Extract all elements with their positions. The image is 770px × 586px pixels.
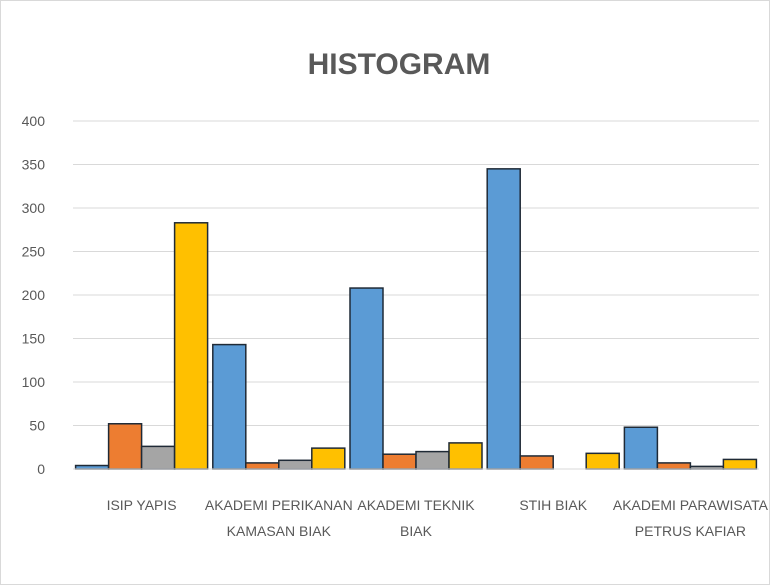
bar-series-2	[656, 462, 692, 470]
bars	[74, 168, 758, 470]
y-tick-label: 400	[22, 113, 46, 129]
chart-title: HISTOGRAM	[308, 48, 491, 81]
y-tick-label: 350	[22, 157, 46, 173]
x-category-label: STIH BIAK	[519, 497, 587, 513]
bar-series-4	[585, 452, 620, 470]
x-category-label: AKADEMI PARAWISATA PETRUS KAFIAR	[613, 497, 769, 539]
x-category-label: ISIP YAPIS	[107, 497, 177, 513]
bar-series-2	[245, 462, 280, 470]
y-tick-label: 0	[37, 461, 45, 477]
y-tick-label: 300	[22, 200, 46, 216]
y-tick-label: 250	[22, 244, 46, 260]
bar-series-1	[623, 426, 659, 470]
bar-series-2	[519, 455, 554, 470]
x-axis-category-labels: ISIP YAPIS AKADEMI PERIKANAN KAMASAN BIAKA…	[107, 497, 769, 539]
bar-series-1	[349, 287, 384, 470]
y-tick-label: 200	[22, 287, 46, 303]
bar-series-4	[722, 458, 758, 470]
bar-series-3	[415, 450, 450, 470]
x-category-label: AKADEMI TEKNIK BIAK	[357, 497, 475, 539]
bar-series-4	[448, 442, 483, 470]
bar-series-3	[278, 459, 313, 470]
bar-series-4	[311, 447, 346, 470]
bar-series-1	[212, 343, 247, 470]
y-axis-tick-labels: 0 50 100 150 200 250 300 350 400	[22, 113, 46, 477]
bar-series-2	[107, 423, 143, 470]
y-tick-label: 150	[22, 331, 46, 347]
bar-series-1	[74, 464, 110, 470]
bar-series-2	[382, 453, 417, 470]
bar-series-3	[140, 445, 176, 470]
y-tick-label: 50	[29, 418, 45, 434]
y-tick-label: 100	[22, 374, 46, 390]
x-category-label: AKADEMI PERIKANAN KAMASAN BIAK	[205, 497, 353, 539]
bar-series-1	[486, 168, 521, 470]
bar-series-4	[173, 222, 209, 470]
